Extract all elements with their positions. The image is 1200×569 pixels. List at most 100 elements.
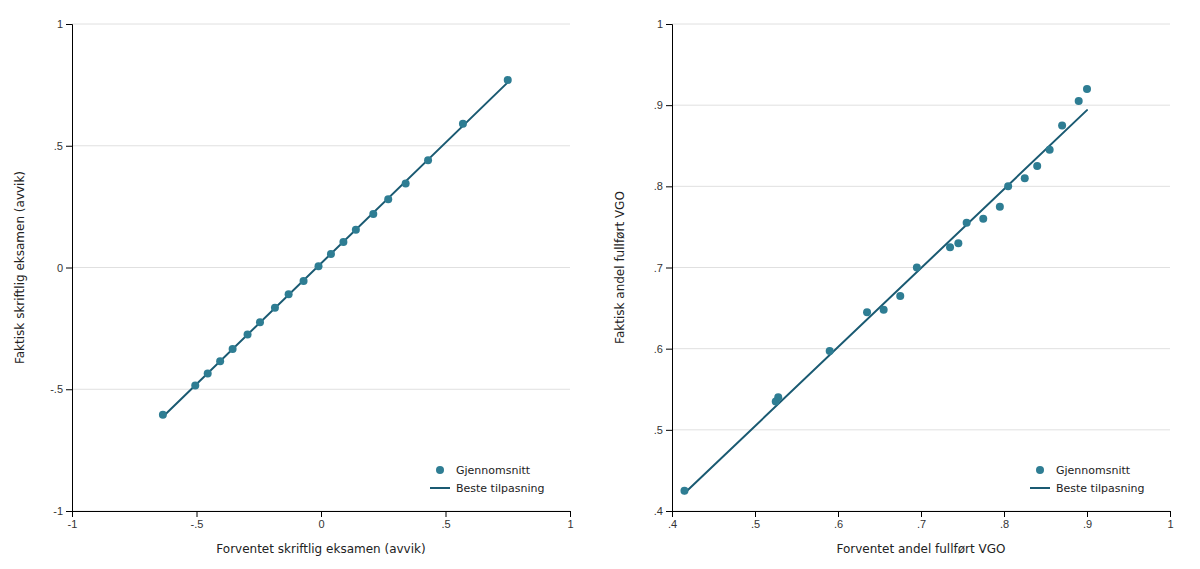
point xyxy=(1033,162,1041,170)
tick-label: -.5 xyxy=(50,383,63,395)
tick-mark xyxy=(570,511,571,517)
tick-mark xyxy=(321,511,322,517)
legend-item: Gjennomsnitt xyxy=(436,464,531,477)
tick: .5 xyxy=(441,511,450,530)
tick-mark xyxy=(666,268,672,269)
tick-label: -1 xyxy=(68,518,78,530)
tick: .8 xyxy=(1000,511,1009,530)
tick-mark xyxy=(66,24,72,25)
tick: .4 xyxy=(654,505,672,517)
tick-label: 1 xyxy=(1167,518,1173,530)
point xyxy=(327,250,335,258)
fit-line xyxy=(684,110,1087,493)
axis-domain xyxy=(73,512,571,518)
tick: 0 xyxy=(57,262,72,274)
grid-line xyxy=(72,145,570,146)
grid-line xyxy=(672,24,1170,25)
grid xyxy=(72,24,570,511)
tick: 1 xyxy=(657,18,672,30)
tick-label: .5 xyxy=(441,518,450,530)
point xyxy=(256,318,264,326)
grid xyxy=(672,24,1170,511)
legend-swatch xyxy=(436,466,444,474)
tick-label: .6 xyxy=(834,518,843,530)
grid-line xyxy=(72,24,570,25)
axis-domain xyxy=(66,25,73,512)
grid-line xyxy=(672,186,1170,187)
point xyxy=(954,239,962,247)
tick-label: .8 xyxy=(654,180,663,192)
point xyxy=(229,345,237,353)
grid-line xyxy=(672,105,1170,106)
tick-mark xyxy=(666,105,672,106)
legend-label: Gjennomsnitt xyxy=(1056,464,1131,477)
point xyxy=(996,203,1004,211)
point xyxy=(1004,182,1012,190)
tick: .6 xyxy=(654,343,672,355)
point xyxy=(384,195,392,203)
legend-swatch xyxy=(1030,487,1050,489)
point xyxy=(896,292,904,300)
tick-mark xyxy=(666,186,672,187)
tick-label: .5 xyxy=(54,140,63,152)
point xyxy=(300,277,308,285)
fit-line xyxy=(163,82,508,416)
tick-label: .5 xyxy=(654,424,663,436)
tick: .7 xyxy=(917,511,926,530)
point xyxy=(1021,174,1029,182)
tick-mark xyxy=(666,430,672,431)
tick-mark xyxy=(66,511,72,512)
tick: 1 xyxy=(567,511,573,530)
tick-label: .7 xyxy=(917,518,926,530)
tick-mark xyxy=(666,349,672,350)
tick-mark xyxy=(1087,511,1088,517)
tick-mark xyxy=(666,24,672,25)
chart: -1 -.5 0 .5 1 -1 -.5 0 .5 1 Forventet skriftlig ek… xyxy=(0,0,1200,569)
tick-mark xyxy=(1170,511,1171,517)
tick: .6 xyxy=(834,511,843,530)
legend-label: Beste tilpasning xyxy=(456,482,544,495)
tick-mark xyxy=(446,511,447,517)
tick-label: .5 xyxy=(751,518,760,530)
point xyxy=(244,330,252,338)
tick-label: 0 xyxy=(318,518,324,530)
legend: Gjennomsnitt Beste tilpasning xyxy=(1030,464,1144,495)
point xyxy=(424,156,432,164)
point xyxy=(285,290,293,298)
legend-label: Beste tilpasning xyxy=(1056,482,1144,495)
axis-domain xyxy=(673,512,1171,518)
tick: .5 xyxy=(751,511,760,530)
tick: .4 xyxy=(668,511,677,530)
point xyxy=(963,219,971,227)
tick-label: .4 xyxy=(654,505,663,517)
tick: -1 xyxy=(53,505,72,517)
tick-label: .7 xyxy=(654,262,663,274)
tick-mark xyxy=(66,389,72,390)
grid-line xyxy=(672,429,1170,430)
x-axis-title: Forventet skriftlig eksamen (avvik) xyxy=(216,542,425,556)
point xyxy=(339,238,347,246)
tick-label: -.5 xyxy=(191,518,204,530)
tick: -.5 xyxy=(191,511,204,530)
tick: 0 xyxy=(318,511,324,530)
tick: .8 xyxy=(654,180,672,192)
tick-mark xyxy=(755,511,756,517)
tick-label: 1 xyxy=(567,518,573,530)
point xyxy=(191,382,199,390)
marks xyxy=(159,76,512,419)
panel: -1 -.5 0 .5 1-1 -.5 0 .5 1 Forventet skriftlig ek… xyxy=(13,18,574,556)
legend-item: Beste tilpasning xyxy=(430,482,544,495)
point xyxy=(979,215,987,223)
tick: 1 xyxy=(1167,511,1173,530)
legend: Gjennomsnitt Beste tilpasning xyxy=(430,464,544,495)
y-axis: .4.5.6.7.8.91 xyxy=(654,18,673,517)
tick: .5 xyxy=(54,140,72,152)
point xyxy=(880,306,888,314)
tick-label: 1 xyxy=(657,18,663,30)
y-axis: -1-.50.51 xyxy=(50,18,72,517)
tick: -.5 xyxy=(50,383,72,395)
legend-item: Gjennomsnitt xyxy=(1036,464,1131,477)
point xyxy=(826,347,834,355)
point xyxy=(369,210,377,218)
x-axis: -1 -.5 0 .5 1 xyxy=(68,511,574,530)
